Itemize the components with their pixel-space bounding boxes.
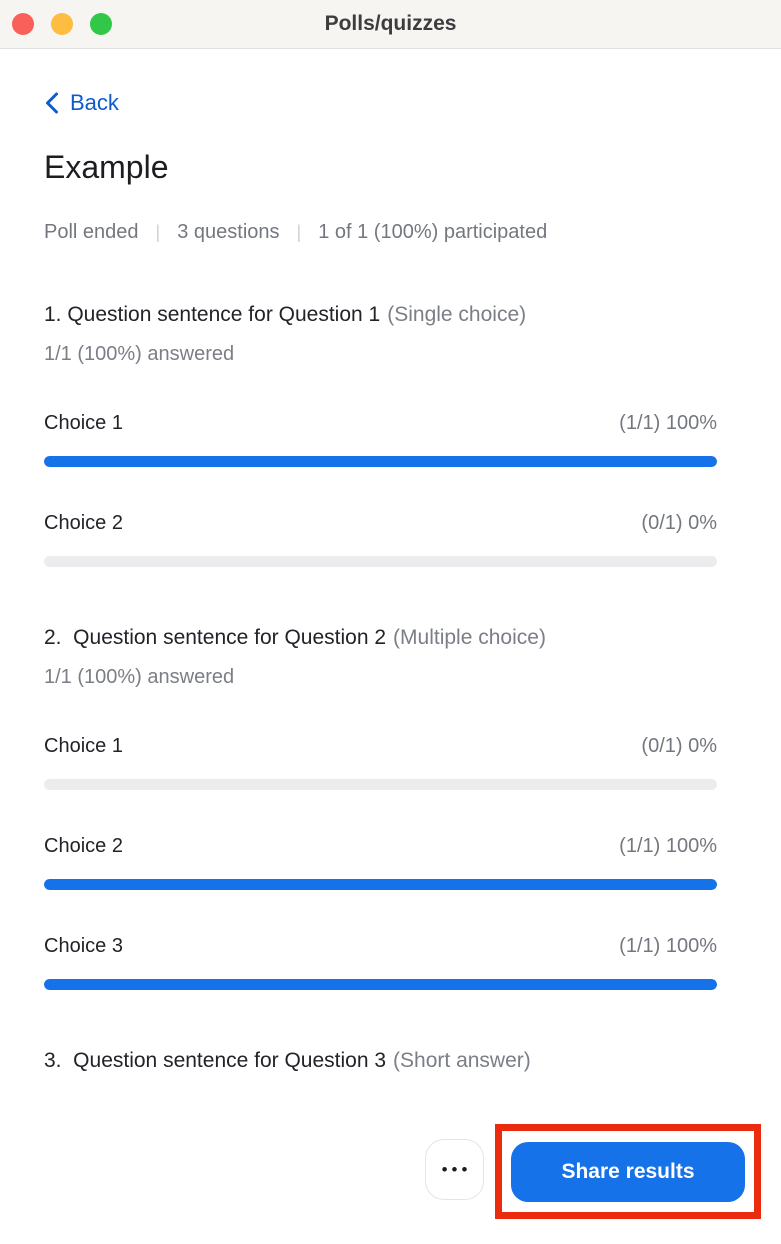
poll-status-row: Poll ended | 3 questions | 1 of 1 (100%)… <box>44 221 717 244</box>
annotation-highlight: Share results <box>495 1124 761 1219</box>
chevron-left-icon <box>44 91 59 115</box>
question-2: 2. Question sentence for Question 2 (Mult… <box>44 624 717 990</box>
back-label: Back <box>70 90 119 115</box>
choice-progress-bar <box>44 879 717 890</box>
choice-progress-fill <box>44 979 717 990</box>
question-answered: 1/1 (100%) answered <box>44 343 235 365</box>
question-title: 2. Question sentence for Question 2 (Mult… <box>44 624 717 651</box>
poll-ended-status: Poll ended <box>44 221 139 243</box>
choice-row: Choice 2 (1/1) 100% <box>44 833 717 890</box>
choice-label: Choice 3 <box>44 935 123 957</box>
question-3: 3. Question sentence for Question 3 (Shor… <box>44 1047 717 1074</box>
choice-row: Choice 1 (0/1) 0% <box>44 733 717 790</box>
choice-stat: (1/1) 100% <box>619 412 717 434</box>
choice-label: Choice 2 <box>44 512 123 534</box>
question-answered: 1/1 (100%) answered <box>44 666 235 688</box>
status-divider: | <box>155 222 161 242</box>
window-title: Polls/quizzes <box>324 12 457 35</box>
status-divider: | <box>296 222 302 242</box>
question-type: (Multiple choice) <box>393 626 546 649</box>
questions-count: 3 questions <box>177 221 280 243</box>
choice-stat: (1/1) 100% <box>619 935 717 957</box>
choice-progress-fill <box>44 879 717 890</box>
more-options-button[interactable]: ••• <box>425 1139 484 1200</box>
question-title: 3. Question sentence for Question 3 (Shor… <box>44 1047 717 1074</box>
choice-progress-bar <box>44 456 717 467</box>
page-title: Example <box>44 149 169 185</box>
choice-row: Choice 3 (1/1) 100% <box>44 933 717 990</box>
back-link[interactable]: Back <box>44 49 119 116</box>
choice-progress-bar <box>44 556 717 567</box>
ellipsis-icon: ••• <box>441 1160 472 1179</box>
choice-label: Choice 2 <box>44 835 123 857</box>
traffic-lights <box>12 0 112 48</box>
poll-results-panel: Back Example Poll ended | 3 questions | … <box>0 49 781 1074</box>
question-title: 1. Question sentence for Question 1 (Sing… <box>44 301 717 328</box>
minimize-button[interactable] <box>51 13 73 35</box>
question-text: 2. Question sentence for Question 2 <box>44 626 387 649</box>
titlebar: Polls/quizzes <box>0 0 781 49</box>
choice-stat: (1/1) 100% <box>619 835 717 857</box>
choice-stat: (0/1) 0% <box>641 735 717 757</box>
choice-label: Choice 1 <box>44 735 123 757</box>
question-text: 1. Question sentence for Question 1 <box>44 303 381 326</box>
participation-status: 1 of 1 (100%) participated <box>318 221 548 243</box>
choice-row: Choice 1 (1/1) 100% <box>44 410 717 467</box>
choice-row: Choice 2 (0/1) 0% <box>44 510 717 567</box>
question-type: (Single choice) <box>387 303 527 326</box>
choice-progress-bar <box>44 779 717 790</box>
choice-stat: (0/1) 0% <box>641 512 717 534</box>
choice-progress-bar <box>44 979 717 990</box>
question-type: (Short answer) <box>393 1049 531 1072</box>
zoom-button[interactable] <box>90 13 112 35</box>
choice-label: Choice 1 <box>44 412 123 434</box>
question-text: 3. Question sentence for Question 3 <box>44 1049 387 1072</box>
close-button[interactable] <box>12 13 34 35</box>
share-results-button[interactable]: Share results <box>511 1141 745 1202</box>
question-1: 1. Question sentence for Question 1 (Sing… <box>44 301 717 567</box>
choice-progress-fill <box>44 456 717 467</box>
